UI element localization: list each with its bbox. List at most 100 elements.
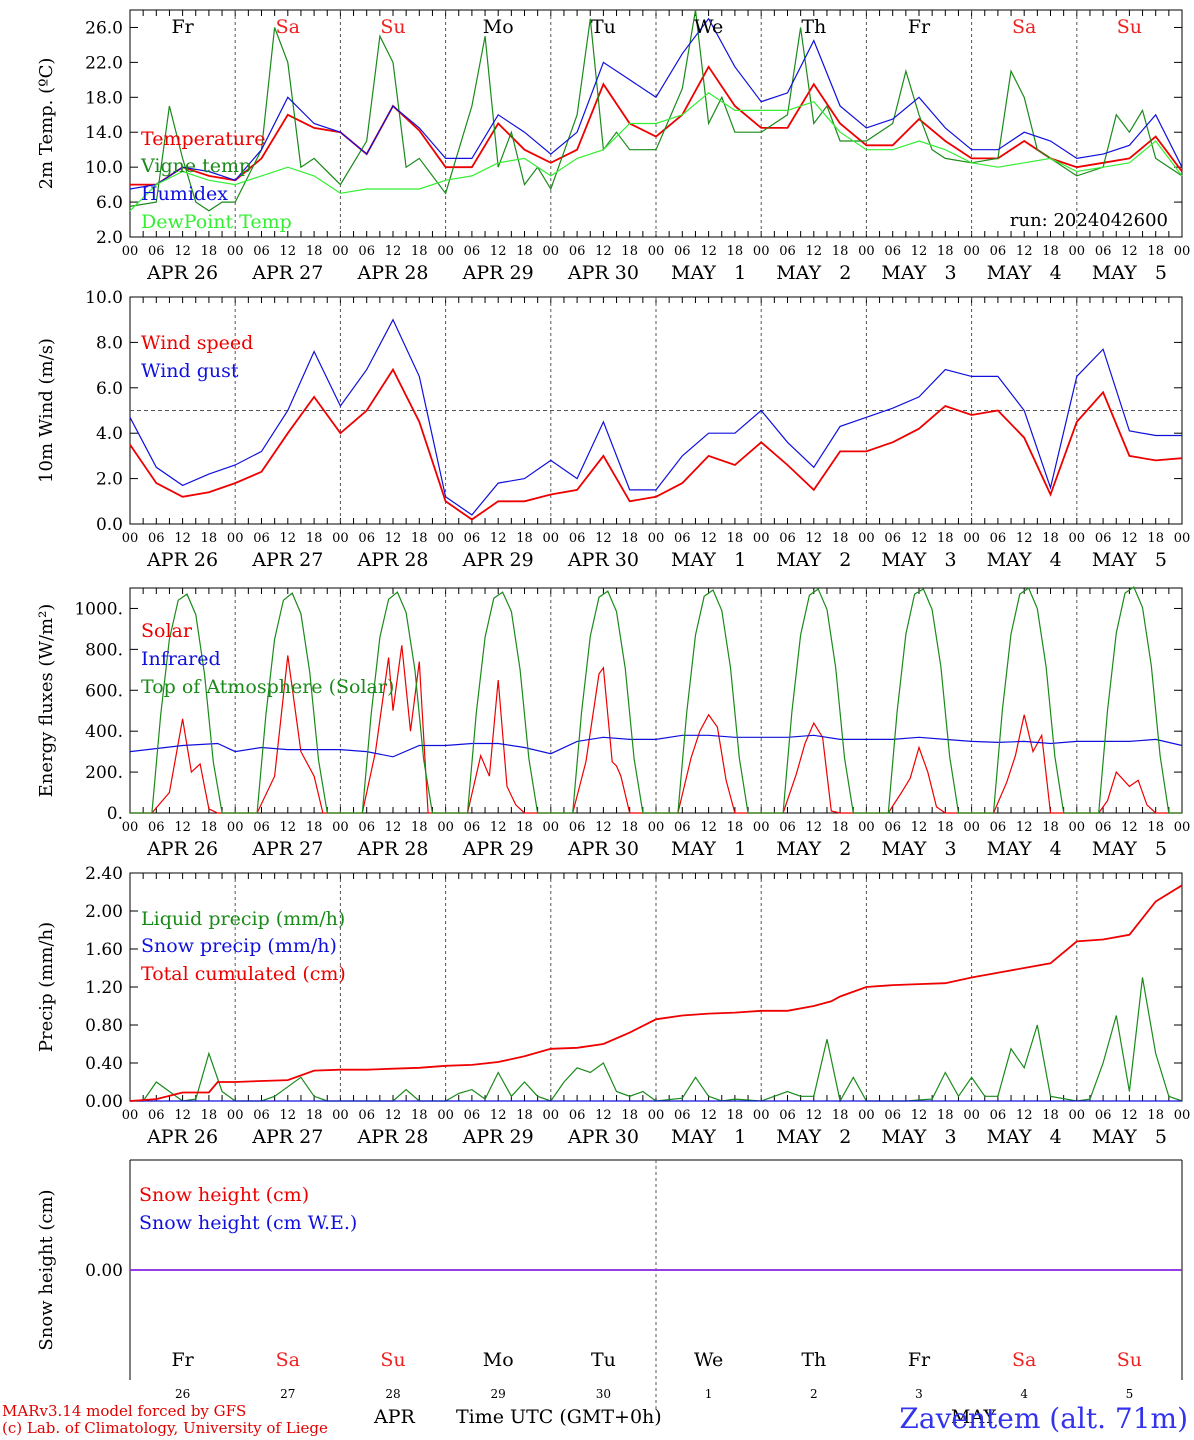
panel-1-ylabel: 2m Temp. (ºC) xyxy=(36,58,57,190)
panel-1-hour-label: 12 xyxy=(385,244,402,259)
panel-3-date-label: MAY 5 xyxy=(1092,838,1167,860)
panel-4-hour-label: 06 xyxy=(990,1108,1007,1123)
time-axis-label: Time UTC (GMT+0h) xyxy=(456,1406,662,1428)
panel-1-hour-label: 06 xyxy=(779,244,796,259)
panel-1-hour-label: 06 xyxy=(464,244,481,259)
panel-3-hour-label: 18 xyxy=(937,820,954,835)
panel-1-date-label: MAY 3 xyxy=(881,262,956,284)
panel-3-hour-label: 18 xyxy=(306,820,323,835)
panel-2-ytick-label: 10.0 xyxy=(85,288,123,308)
panel-4-hour-label: 00 xyxy=(858,1108,875,1123)
panel-3-legend-1: Solar xyxy=(141,620,193,642)
panel-3-legend-3: Top of Atmosphere (Solar) xyxy=(141,676,394,698)
panel-1-hour-label: 18 xyxy=(1147,244,1164,259)
panel-3-ytick-label: 800. xyxy=(85,640,123,660)
panel-2-hour-label: 18 xyxy=(1147,531,1164,546)
panel-4-hour-label: 06 xyxy=(148,1108,165,1123)
panel-2-hour-label: 12 xyxy=(595,531,612,546)
panel-1-ytick-label: 14.0 xyxy=(85,123,123,143)
panel-1-hour-label: 00 xyxy=(437,244,454,259)
panel-4-hour-label: 00 xyxy=(122,1108,139,1123)
panel-3-series-3 xyxy=(130,586,1182,814)
panel-1-ytick-label: 6.0 xyxy=(96,193,123,213)
panel-2-hour-label: 00 xyxy=(122,531,139,546)
panel-1-hour-label: 00 xyxy=(332,244,349,259)
station-name: Zaventem (alt. 71m) xyxy=(899,1402,1188,1435)
panel-3-hour-label: 18 xyxy=(832,820,849,835)
panel-4-hour-label: 18 xyxy=(1147,1108,1164,1123)
panel-4-legend-2: Snow precip (mm/h) xyxy=(141,935,337,957)
panel-3-hour-label: 00 xyxy=(753,820,770,835)
panel-3-hour-label: 06 xyxy=(253,820,270,835)
panel-2-hour-label: 06 xyxy=(569,531,586,546)
panel-1-hour-label: 18 xyxy=(516,244,533,259)
panel-1-hour-label: 06 xyxy=(1095,244,1112,259)
panel-1-date-label: APR 27 xyxy=(251,262,323,284)
panel-4-hour-label: 18 xyxy=(201,1108,218,1123)
panel-3-hour-label: 12 xyxy=(595,820,612,835)
panel-1-hour-label: 18 xyxy=(832,244,849,259)
panel-5-weekday-label: Sa xyxy=(276,1349,300,1371)
panel-4-hour-label: 00 xyxy=(543,1108,560,1123)
panel-5-day-number: 5 xyxy=(1126,1387,1134,1401)
panel-3-hour-label: 06 xyxy=(990,820,1007,835)
panel-5-weekday-label: We xyxy=(694,1349,723,1371)
panel-2-ytick-label: 8.0 xyxy=(96,333,123,353)
panel-3-ytick-label: 1000. xyxy=(74,599,123,619)
panel-3-hour-label: 06 xyxy=(358,820,375,835)
panel-3-date-label: APR 29 xyxy=(462,838,534,860)
panel-4-ytick-label: 2.00 xyxy=(85,902,123,922)
panel-1-hour-label: 18 xyxy=(621,244,638,259)
panel-1-weekday-label: Su xyxy=(380,16,405,38)
panel-4-ytick-label: 0.40 xyxy=(85,1054,123,1074)
panel-1-weekday-label: We xyxy=(694,16,723,38)
panel-5-ylabel: Snow height (cm) xyxy=(36,1189,57,1350)
panel-3-hour-label: 06 xyxy=(569,820,586,835)
panel-1-legend-3: Humidex xyxy=(141,183,228,205)
panel-4-hour-label: 06 xyxy=(464,1108,481,1123)
panel-3-hour-label: 12 xyxy=(490,820,507,835)
panel-2-hour-label: 06 xyxy=(779,531,796,546)
panel-2-legend-1: Wind speed xyxy=(141,332,253,354)
panel-1-weekday-label: Tu xyxy=(591,16,616,38)
panel-4-hour-label: 00 xyxy=(332,1108,349,1123)
panel-1-ytick-label: 22.0 xyxy=(85,53,123,73)
panel-3-hour-label: 00 xyxy=(858,820,875,835)
panel-1-hour-label: 12 xyxy=(595,244,612,259)
panel-4-hour-label: 12 xyxy=(490,1108,507,1123)
panel-3-hour-label: 00 xyxy=(648,820,665,835)
panel-4-date-label: APR 26 xyxy=(146,1126,218,1148)
panel-1-hour-label: 06 xyxy=(674,244,691,259)
panel-2-hour-label: 18 xyxy=(937,531,954,546)
panel-2-hour-label: 06 xyxy=(358,531,375,546)
panel-5-day-number: 27 xyxy=(280,1387,295,1401)
panel-4-hour-label: 06 xyxy=(1095,1108,1112,1123)
panel-2-hour-label: 18 xyxy=(832,531,849,546)
month-label-may: MAY xyxy=(951,1406,996,1428)
panel-3-date-label: MAY 2 xyxy=(776,838,851,860)
panel-1-hour-label: 00 xyxy=(543,244,560,259)
panel-1-legend-4: DewPoint Temp xyxy=(141,211,292,233)
panel-2-hour-label: 12 xyxy=(806,531,823,546)
panel-3-hour-label: 00 xyxy=(963,820,980,835)
panel-5-weekday-label: Th xyxy=(801,1349,826,1371)
panel-3-hour-label: 12 xyxy=(174,820,191,835)
panel-1-hour-label: 00 xyxy=(1069,244,1086,259)
panel-2-hour-label: 06 xyxy=(1095,531,1112,546)
panel-4-hour-label: 00 xyxy=(753,1108,770,1123)
panel-4-hour-label: 18 xyxy=(937,1108,954,1123)
panel-4-hour-label: 06 xyxy=(779,1108,796,1123)
panel-1-legend-1: Temperature xyxy=(141,128,265,150)
panel-3-date-label: APR 26 xyxy=(146,838,218,860)
panel-3-hour-label: 12 xyxy=(911,820,928,835)
panel-3-hour-label: 06 xyxy=(148,820,165,835)
panel-2-hour-label: 18 xyxy=(516,531,533,546)
panel-4-series-3 xyxy=(129,884,1183,1102)
panel-2-hour-label: 12 xyxy=(174,531,191,546)
lab-credit: (c) Lab. of Climatology, University of L… xyxy=(2,1419,328,1437)
panel-4-date-label: APR 29 xyxy=(462,1126,534,1148)
panel-4-date-label: APR 27 xyxy=(251,1126,323,1148)
panel-4-date-label: MAY 2 xyxy=(776,1126,851,1148)
run-label: run: 2024042600 xyxy=(1010,210,1168,231)
panel-3-hour-label: 18 xyxy=(1147,820,1164,835)
